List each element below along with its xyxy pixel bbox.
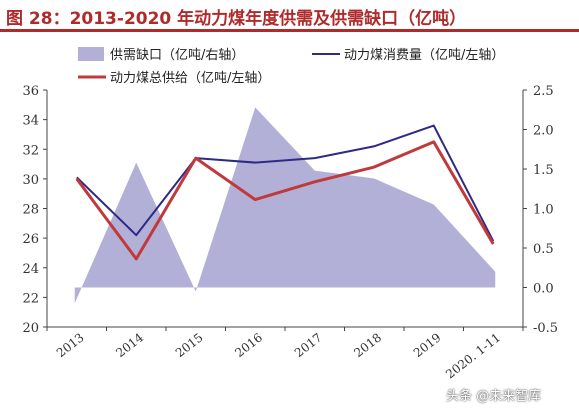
y-tick-label-left: 26 bbox=[22, 232, 39, 247]
chart-title: 图 28：2013-2020 年动力煤年度供需及供需缺口（亿吨） bbox=[6, 9, 467, 29]
watermark: 头条 @未来智库 bbox=[446, 389, 542, 404]
y-tick-label-right: 1.0 bbox=[533, 203, 554, 218]
y-tick-label-left: 22 bbox=[22, 291, 39, 306]
x-tick-label: 2015 bbox=[173, 330, 206, 360]
y-tick-label-right: 2.0 bbox=[533, 124, 554, 139]
y-tick-label-left: 32 bbox=[22, 143, 39, 158]
y-tick-label-left: 20 bbox=[22, 321, 39, 336]
lines-layer bbox=[75, 124, 495, 261]
y-tick-label-left: 28 bbox=[22, 203, 39, 218]
area-layer bbox=[74, 107, 496, 304]
y-tick-label-left: 36 bbox=[22, 84, 39, 99]
title-rule bbox=[0, 29, 579, 32]
x-tick-label: 2018 bbox=[351, 330, 384, 360]
series-line-1 bbox=[76, 124, 495, 242]
x-tick-label: 2016 bbox=[232, 330, 265, 360]
y-tick-label-right: 0.5 bbox=[533, 242, 554, 257]
legend: 供需缺口（亿吨/右轴） 动力煤消费量（亿吨/左轴） 动力煤总供给（亿吨/左轴） bbox=[78, 47, 504, 86]
legend-swatch-gap bbox=[78, 47, 104, 61]
x-tick-label: 2013 bbox=[54, 330, 87, 360]
x-tick-label: 2017 bbox=[292, 330, 325, 360]
y-tick-label-right: 2.5 bbox=[533, 84, 554, 99]
legend-label-2: 动力煤消费量（亿吨/左轴） bbox=[344, 48, 504, 63]
y-tick-label-left: 30 bbox=[22, 173, 39, 188]
x-tick-label: 2019 bbox=[411, 330, 444, 360]
legend-label-3: 动力煤总供给（亿吨/左轴） bbox=[110, 71, 270, 86]
title-bar: 图 28：2013-2020 年动力煤年度供需及供需缺口（亿吨） bbox=[0, 0, 579, 32]
y-tick-label-left: 24 bbox=[22, 262, 39, 277]
gap-area bbox=[74, 107, 496, 304]
x-tick-label: 2014 bbox=[113, 330, 146, 360]
series-line-2 bbox=[75, 140, 495, 261]
legend-label-1: 供需缺口（亿吨/右轴） bbox=[110, 48, 244, 63]
y-tick-label-right: -0.5 bbox=[533, 321, 558, 336]
y-tick-label-left: 34 bbox=[22, 114, 39, 129]
y-tick-label-right: 0.0 bbox=[533, 282, 554, 297]
y-tick-label-right: 1.5 bbox=[533, 163, 554, 178]
x-tick-label: 2020. 1-11 bbox=[443, 330, 503, 381]
